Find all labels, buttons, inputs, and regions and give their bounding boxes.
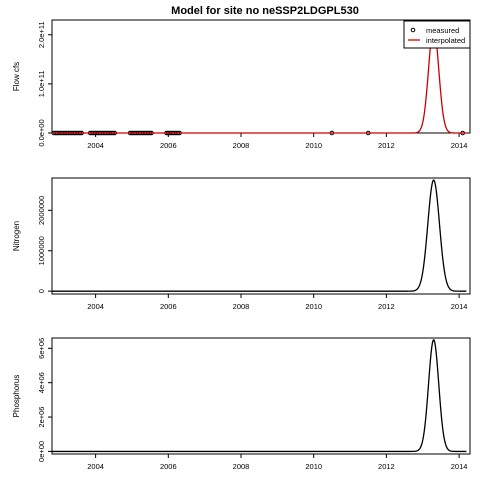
y-tick-label: 6e+06 — [37, 338, 46, 359]
y-axis-label: Flow cfs — [12, 62, 21, 91]
y-axis-label: Nitrogen — [12, 221, 21, 251]
x-tick-label: 2004 — [87, 141, 104, 150]
y-tick-label: 0e+00 — [37, 441, 46, 462]
x-tick-label: 2010 — [305, 141, 322, 150]
y-axis-label: Phosphorus — [12, 375, 21, 418]
series-line-interpolated — [52, 26, 467, 134]
panel-nitrogen: 2004 2006 2008 2010 2012 2014 0 1000000 2000000 N… — [12, 177, 471, 311]
x-tick-label: 2004 — [87, 462, 104, 471]
x-tick-label: 2012 — [378, 141, 395, 150]
x-tick-label: 2012 — [378, 302, 395, 311]
y-tick-label: 0.0e+00 — [37, 119, 46, 146]
series-line — [52, 339, 467, 453]
x-tick-label: 2006 — [160, 302, 177, 311]
y-tick-label: 1000000 — [37, 236, 46, 265]
x-tick-label: 2010 — [305, 302, 322, 311]
series-line — [52, 179, 467, 292]
legend-symbol-point — [410, 27, 416, 33]
x-tick-label: 2006 — [160, 141, 177, 150]
y-tick-label: 4e+06 — [37, 372, 46, 393]
legend-box — [403, 20, 471, 49]
legend-label: measured — [426, 26, 459, 35]
x-tick-label: 2008 — [233, 141, 250, 150]
x-tick-label: 2010 — [305, 462, 322, 471]
panels: 2004 2006 2008 2010 2012 2014 0.0e+00 1.0e+11 2.… — [12, 19, 471, 471]
x-tick-label: 2012 — [378, 462, 395, 471]
y-tick-label: 2e+06 — [37, 407, 46, 428]
x-tick-label: 2008 — [233, 462, 250, 471]
legend-label: interpolated — [426, 36, 465, 45]
y-tick-label: 2000000 — [37, 196, 46, 225]
chart-title: Model for site no neSSP2LDGPL530 — [171, 5, 359, 17]
y-tick-label: 0 — [37, 289, 46, 293]
y-tick-label: 2.0e+11 — [37, 21, 46, 48]
y-tick-label: 1.0e+11 — [37, 70, 46, 97]
x-tick-label: 2004 — [87, 302, 104, 311]
x-tick-label: 2014 — [451, 141, 468, 150]
x-tick-label: 2008 — [233, 302, 250, 311]
plot-frame — [51, 337, 471, 455]
panel-flow: 2004 2006 2008 2010 2012 2014 0.0e+00 1.0e+11 2.… — [12, 19, 471, 150]
panel-phosphorus: 2004 2006 2008 2010 2012 2014 0e+00 2e+06 4e+06 6… — [12, 337, 471, 471]
x-tick-label: 2014 — [451, 302, 468, 311]
x-tick-label: 2014 — [451, 462, 468, 471]
plot-frame — [51, 177, 471, 295]
x-tick-label: 2006 — [160, 462, 177, 471]
